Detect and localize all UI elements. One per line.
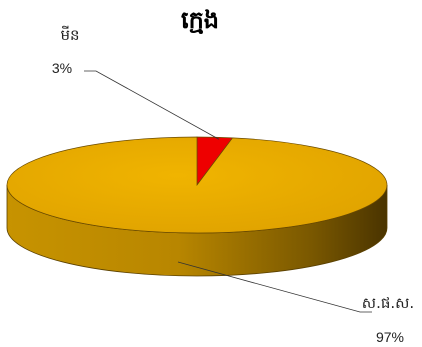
- slice-label-sps: ស.ផ.ស.: [362, 294, 414, 312]
- slice-value-sps: 97%: [376, 329, 404, 345]
- slice-label-mean: មីន: [60, 25, 79, 44]
- leader-line-sps: [177, 261, 372, 313]
- chart-title: ក្មេង: [181, 6, 219, 34]
- leader-line-mean: [84, 70, 220, 140]
- slice-value-mean: 3%: [52, 60, 72, 76]
- slice-sps: [6, 136, 388, 234]
- pie-body: [6, 70, 388, 313]
- slice-labels: មីន 3% ស.ផ.ស. 97%: [52, 25, 414, 345]
